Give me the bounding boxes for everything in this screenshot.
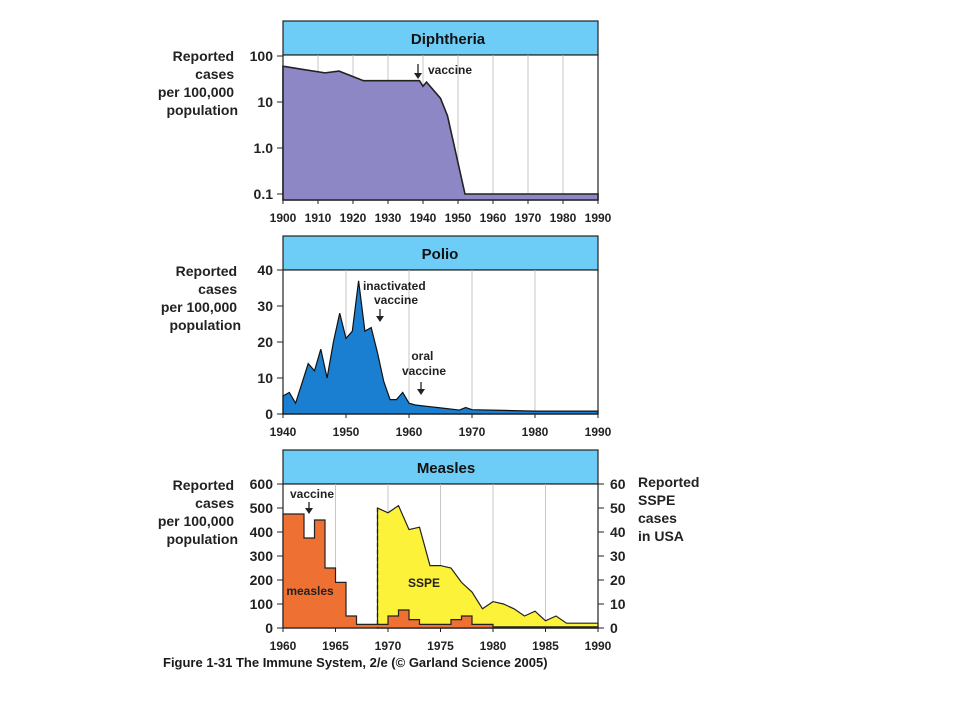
- arrow-head: [417, 389, 425, 395]
- x-tick-label: 1975: [427, 639, 454, 653]
- y-tick-label: 10: [257, 370, 273, 386]
- x-tick-label: 1900: [270, 211, 297, 225]
- y-tick-label: 600: [250, 476, 274, 492]
- y-ticks: 100 10 1.0 0.1: [250, 48, 283, 202]
- y-tick-label: 60: [610, 476, 626, 492]
- series-area: [282, 280, 599, 415]
- x-tick-label: 1990: [585, 211, 612, 225]
- x-tick-label: 1980: [480, 639, 507, 653]
- x-tick-label: 1990: [585, 639, 612, 653]
- x-tick-label: 1980: [550, 211, 577, 225]
- measles-area: [282, 513, 599, 629]
- y-axis-label: Reported cases per 100,000 population: [158, 48, 238, 118]
- arrow-head: [376, 316, 384, 322]
- x-tick-label: 1960: [396, 425, 423, 439]
- chart-title: Measles: [417, 460, 475, 477]
- y-ticks: 40 30 20 10 0: [257, 262, 283, 422]
- y-tick-label: 0.1: [254, 186, 274, 202]
- chart-title: Diphtheria: [411, 31, 486, 48]
- x-tick-label: 1950: [445, 211, 472, 225]
- x-tick-label: 1910: [305, 211, 332, 225]
- annotation-text: vaccine: [290, 487, 334, 501]
- y-axis-label: Reported cases per 100,000 population: [161, 263, 241, 333]
- arrow-head: [305, 508, 313, 514]
- x-tick-label: 1940: [410, 211, 437, 225]
- vaccine-arrow-head: [414, 73, 422, 79]
- y-tick-label: 50: [610, 500, 626, 516]
- y-tick-label: 10: [610, 596, 626, 612]
- y-tick-label: 10: [257, 94, 273, 110]
- y-tick-label: 0: [610, 620, 618, 636]
- annotation-text: oral vaccine: [402, 349, 446, 378]
- annotation-text: inactivated vaccine: [363, 279, 429, 307]
- y-tick-label: 300: [250, 548, 274, 564]
- x-tick-label: 1960: [480, 211, 507, 225]
- x-tick-label: 1950: [333, 425, 360, 439]
- x-ticks: 1940 1950 1960 1970 1980 1990: [270, 414, 612, 439]
- y-tick-label: 0: [265, 406, 273, 422]
- y-tick-label: 400: [250, 524, 274, 540]
- y-axis-label-right: Reported SSPE cases in USA: [638, 474, 703, 544]
- x-tick-label: 1985: [532, 639, 559, 653]
- series-label-sspe: SSPE: [408, 576, 440, 590]
- annotation-vaccine: vaccine: [414, 63, 472, 79]
- x-tick-label: 1920: [340, 211, 367, 225]
- annotation-inactivated-vaccine: inactivated vaccine: [363, 279, 429, 322]
- x-tick-label: 1940: [270, 425, 297, 439]
- annotation-vaccine: vaccine: [290, 487, 334, 514]
- y-tick-label: 100: [250, 48, 274, 64]
- x-ticks: 1900 1910 1920 1930 1940 1950 1960 1970 1980 1990: [270, 200, 612, 225]
- title-bar: [282, 20, 599, 56]
- y-tick-label: 200: [250, 572, 274, 588]
- series-label-measles: measles: [286, 584, 334, 598]
- y-tick-label: 30: [257, 298, 273, 314]
- annotation-text: vaccine: [428, 63, 472, 77]
- title-bar: [282, 235, 599, 271]
- y-ticks-right: 60 50 40 30 20 10 0: [598, 476, 626, 636]
- x-tick-label: 1980: [522, 425, 549, 439]
- x-tick-label: 1970: [459, 425, 486, 439]
- x-tick-label: 1965: [322, 639, 349, 653]
- y-tick-label: 40: [257, 262, 273, 278]
- title-bar: [282, 449, 599, 485]
- y-tick-label: 500: [250, 500, 274, 516]
- y-tick-label: 1.0: [254, 140, 274, 156]
- y-tick-label: 40: [610, 524, 626, 540]
- y-tick-label: 0: [265, 620, 273, 636]
- chart-title: Polio: [422, 246, 459, 263]
- y-axis-label: Reported cases per 100,000 population: [158, 477, 238, 547]
- x-tick-label: 1990: [585, 425, 612, 439]
- y-ticks-left: 600 500 400 300 200 100 0: [250, 476, 283, 636]
- y-tick-label: 20: [257, 334, 273, 350]
- y-tick-label: 20: [610, 572, 626, 588]
- figure-caption: Figure 1-31 The Immune System, 2/e (© Ga…: [163, 655, 548, 670]
- x-tick-label: 1970: [515, 211, 542, 225]
- x-tick-label: 1970: [375, 639, 402, 653]
- series-area: [282, 65, 599, 201]
- y-tick-label: 100: [250, 596, 274, 612]
- annotation-oral-vaccine: oral vaccine: [402, 349, 446, 395]
- sspe-area: [376, 504, 599, 629]
- x-tick-label: 1930: [375, 211, 402, 225]
- x-ticks: 1960 1965 1970 1975 1980 1985 1990: [270, 628, 612, 653]
- y-tick-label: 30: [610, 548, 626, 564]
- panel-polio: Polio 40 30 20 10 0 1940 1950 1960 1970 1980 1990…: [161, 235, 612, 439]
- x-tick-label: 1960: [270, 639, 297, 653]
